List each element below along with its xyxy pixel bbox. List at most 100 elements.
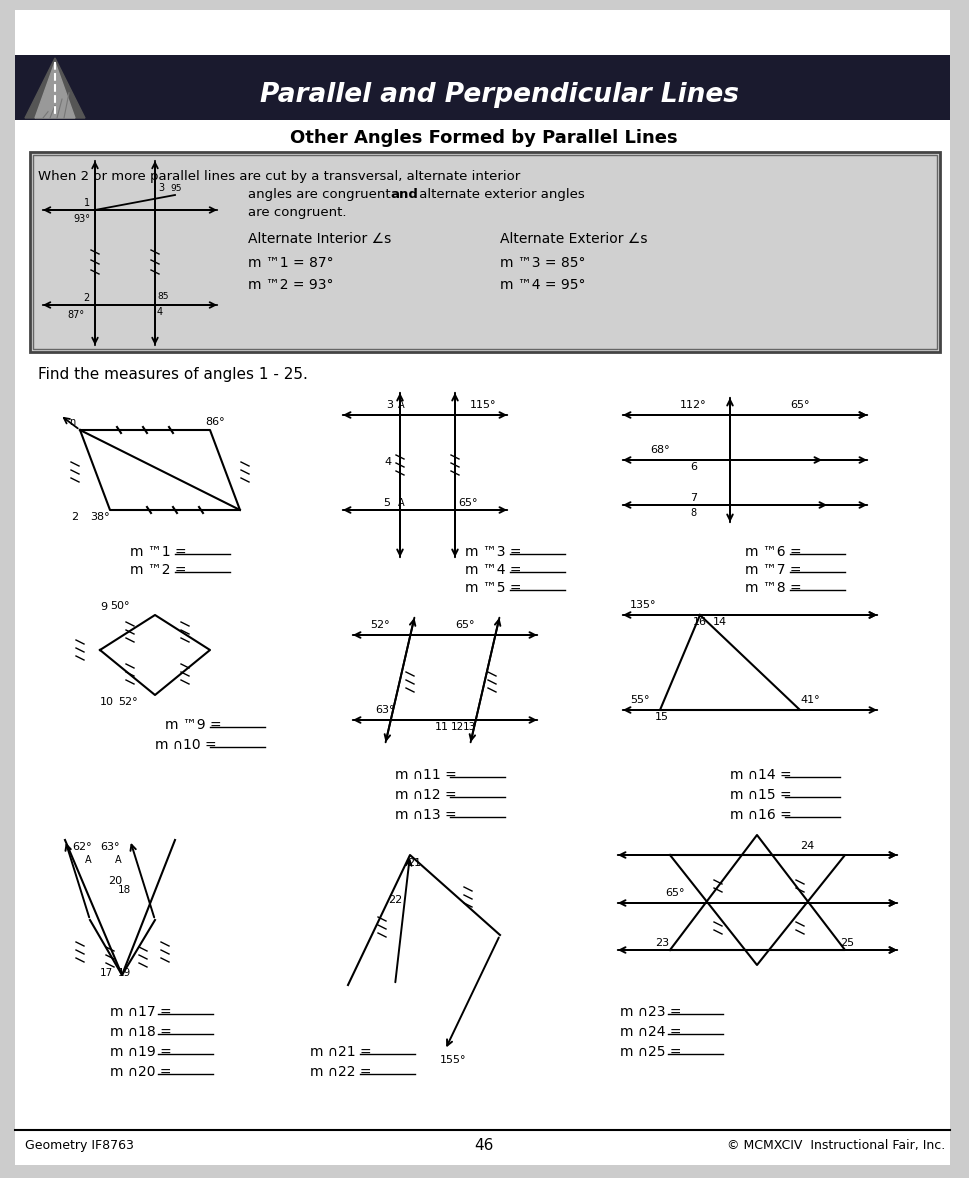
Polygon shape: [25, 58, 85, 118]
Text: © MCMXCIV  Instructional Fair, Inc.: © MCMXCIV Instructional Fair, Inc.: [727, 1138, 945, 1152]
Text: 1: 1: [84, 198, 90, 209]
Text: 63°: 63°: [375, 704, 394, 715]
Text: 10: 10: [100, 697, 114, 707]
Text: Alternate Interior ∠s: Alternate Interior ∠s: [248, 232, 391, 246]
Text: m ™9 =: m ™9 =: [165, 719, 222, 732]
Text: 62°: 62°: [72, 842, 92, 852]
Text: 86°: 86°: [205, 417, 225, 426]
Text: m ∩18 =: m ∩18 =: [110, 1025, 172, 1039]
Text: m ™4 = 95°: m ™4 = 95°: [500, 278, 585, 292]
Text: m ™8 =: m ™8 =: [745, 581, 801, 595]
Text: 55°: 55°: [630, 695, 649, 704]
Text: 19: 19: [118, 968, 131, 978]
Text: are congruent.: are congruent.: [248, 206, 347, 219]
Text: A: A: [398, 401, 405, 410]
Text: 115°: 115°: [470, 401, 496, 410]
Bar: [33, 155, 937, 349]
Text: m ∩10 =: m ∩10 =: [155, 737, 217, 752]
Text: 8: 8: [690, 508, 696, 518]
Text: Other Angles Formed by Parallel Lines: Other Angles Formed by Parallel Lines: [290, 130, 677, 147]
Text: 41°: 41°: [800, 695, 820, 704]
Text: 93°: 93°: [73, 214, 90, 224]
Text: m ∩17 =: m ∩17 =: [110, 1005, 172, 1019]
Text: m ∩24 =: m ∩24 =: [620, 1025, 681, 1039]
Text: 24: 24: [800, 841, 814, 851]
Text: angles are congruent: angles are congruent: [248, 188, 395, 201]
Text: 23: 23: [655, 938, 670, 948]
Text: and: and: [390, 188, 418, 201]
Text: 22: 22: [388, 895, 402, 905]
Text: A: A: [85, 855, 92, 865]
Text: A: A: [115, 855, 122, 865]
Text: 50°: 50°: [110, 601, 130, 611]
Text: m ™2 =: m ™2 =: [130, 563, 186, 577]
Text: 135°: 135°: [630, 600, 657, 610]
Text: m ∩11 =: m ∩11 =: [395, 768, 456, 782]
Text: n: n: [69, 417, 75, 426]
Text: 65°: 65°: [790, 401, 809, 410]
Text: 14: 14: [713, 617, 727, 627]
Text: 18: 18: [118, 885, 131, 895]
Text: 3: 3: [386, 401, 393, 410]
Text: m ™6 =: m ™6 =: [745, 545, 801, 560]
Text: 11: 11: [435, 722, 449, 732]
Polygon shape: [35, 62, 75, 118]
Text: 3: 3: [158, 183, 164, 193]
Text: 95: 95: [170, 184, 181, 193]
Text: m ™7 =: m ™7 =: [745, 563, 801, 577]
Text: m ™5 =: m ™5 =: [465, 581, 521, 595]
Text: Find the measures of angles 1 - 25.: Find the measures of angles 1 - 25.: [38, 368, 308, 382]
Text: m ∩23 =: m ∩23 =: [620, 1005, 681, 1019]
Text: 9: 9: [100, 602, 108, 613]
Text: m ™1 =: m ™1 =: [130, 545, 187, 560]
Text: m ∩12 =: m ∩12 =: [395, 788, 456, 802]
Text: 87°: 87°: [68, 310, 85, 320]
Text: 65°: 65°: [458, 498, 478, 508]
Text: Alternate Exterior ∠s: Alternate Exterior ∠s: [500, 232, 647, 246]
Text: 46: 46: [474, 1138, 493, 1152]
Text: 52°: 52°: [118, 697, 138, 707]
Text: 65°: 65°: [455, 620, 475, 630]
Text: m ™3 = 85°: m ™3 = 85°: [500, 256, 585, 270]
Text: m ∩25 =: m ∩25 =: [620, 1045, 681, 1059]
Bar: [15, 55, 950, 120]
Text: 2: 2: [83, 293, 90, 303]
Text: 68°: 68°: [650, 445, 670, 455]
Text: When 2 or more parallel lines are cut by a transversal, alternate interior: When 2 or more parallel lines are cut by…: [38, 170, 520, 183]
Text: 4: 4: [157, 307, 163, 317]
Text: m ∩13 =: m ∩13 =: [395, 808, 456, 822]
Text: m ∩14 =: m ∩14 =: [730, 768, 792, 782]
Text: m ™2 = 93°: m ™2 = 93°: [248, 278, 333, 292]
Text: m ∩21 =: m ∩21 =: [310, 1045, 372, 1059]
Text: 5: 5: [383, 498, 390, 508]
Text: 15: 15: [655, 712, 669, 722]
Text: 7: 7: [690, 494, 697, 503]
Text: A: A: [398, 498, 405, 508]
Text: 85: 85: [157, 292, 169, 302]
Text: 21: 21: [407, 858, 422, 868]
Text: m ™4 =: m ™4 =: [465, 563, 521, 577]
Text: 12: 12: [451, 722, 464, 732]
Text: 25: 25: [840, 938, 854, 948]
Text: 13: 13: [463, 722, 476, 732]
Text: 63°: 63°: [100, 842, 119, 852]
Text: Parallel and Perpendicular Lines: Parallel and Perpendicular Lines: [261, 82, 739, 108]
Text: m ™3 =: m ™3 =: [465, 545, 521, 560]
Text: m ∩19 =: m ∩19 =: [110, 1045, 172, 1059]
Text: 20: 20: [108, 876, 122, 886]
Text: m ∩15 =: m ∩15 =: [730, 788, 792, 802]
Text: 2: 2: [71, 512, 78, 522]
Text: 6: 6: [690, 462, 697, 472]
Text: 4: 4: [385, 457, 392, 466]
Text: 155°: 155°: [440, 1055, 466, 1065]
Text: 38°: 38°: [90, 512, 109, 522]
Text: 65°: 65°: [665, 888, 684, 898]
Text: Geometry IF8763: Geometry IF8763: [25, 1138, 134, 1152]
Bar: [30, 152, 940, 352]
Text: 16: 16: [693, 617, 707, 627]
Text: m ∩16 =: m ∩16 =: [730, 808, 792, 822]
Text: m ∩20 =: m ∩20 =: [110, 1065, 172, 1079]
Text: 17: 17: [100, 968, 113, 978]
Text: m ∩22 =: m ∩22 =: [310, 1065, 371, 1079]
Text: 52°: 52°: [370, 620, 390, 630]
